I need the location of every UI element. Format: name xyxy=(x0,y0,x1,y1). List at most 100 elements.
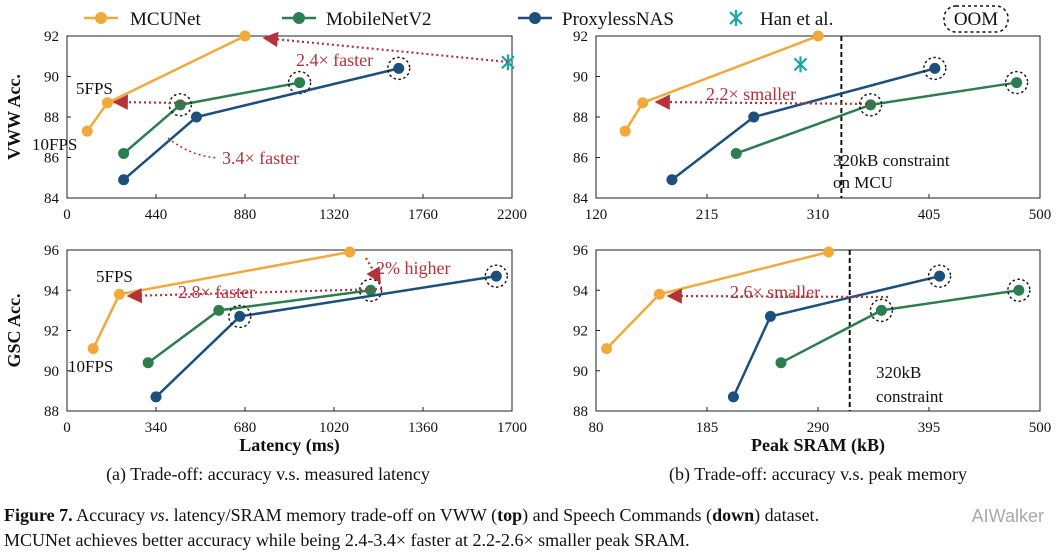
oom-marker xyxy=(923,56,947,81)
x-tick-label: 440 xyxy=(145,207,168,223)
x-tick-label: 1320 xyxy=(319,207,349,223)
mcunet-point xyxy=(812,30,824,42)
mobilenetv2-point xyxy=(213,304,225,316)
han-point xyxy=(793,56,808,73)
plot-frame xyxy=(66,35,513,199)
y-tick-label: 92 xyxy=(573,29,588,45)
y-tick-label: 88 xyxy=(44,110,59,126)
annotation-constraint-1: 320kB constraint xyxy=(833,151,950,170)
plot-frame xyxy=(595,35,1041,199)
watermark-text: AIWalker xyxy=(971,506,1044,526)
chart-vww-sram: 120 215 310 405 500 84 86 88 90 92 2.2× smaller 320… xyxy=(573,29,1051,223)
subcaption-b: (b) Trade-off: accuracy v.s. peak memory xyxy=(669,464,967,485)
x-tick-label: 1020 xyxy=(319,420,349,436)
y-tick-label: 96 xyxy=(573,243,589,259)
oom-marker xyxy=(1004,70,1029,95)
x-tick-label: 0 xyxy=(63,207,71,223)
annotation-2pct-higher: 2% higher xyxy=(376,258,450,278)
caption-line-2: MCUNet achieves better accuracy while be… xyxy=(4,530,690,550)
y-axis-label: VWW Acc. xyxy=(4,74,24,160)
x-axis-label: Latency (ms) xyxy=(239,435,339,456)
oom-marker xyxy=(1007,278,1031,302)
proxylessnas-point xyxy=(150,391,162,403)
caption-text-3: ) and Speech Commands ( xyxy=(522,505,713,525)
proxylessnas-point xyxy=(764,310,776,322)
caption-line-1: Figure 7. Accuracy vs. latency/SRAM memo… xyxy=(4,503,1060,528)
annotation-5fps: 5FPS xyxy=(76,79,113,98)
y-tick-label: 86 xyxy=(44,151,60,167)
legend-proxylessnas: ProxylessNAS xyxy=(518,9,674,30)
x-tick-label: 500 xyxy=(1029,420,1052,436)
proxylessnas-point xyxy=(929,62,941,74)
x-tick-label: 1760 xyxy=(408,207,438,223)
x-tick-label: 120 xyxy=(585,207,608,223)
annotation-constraint-2: constraint xyxy=(876,387,943,406)
proxylessnas-point xyxy=(666,174,678,186)
leader-3-4x-faster xyxy=(167,137,219,159)
caption-top: top xyxy=(497,505,523,525)
annotation-2-4x-faster: 2.4× faster xyxy=(296,50,373,70)
y-tick-label: 90 xyxy=(44,364,59,380)
mobilenetv2-point xyxy=(174,99,186,111)
x-tick-label: 185 xyxy=(696,420,719,436)
figure-caption: Figure 7. Accuracy vs. latency/SRAM memo… xyxy=(4,503,1060,553)
caption-text-1: Accuracy xyxy=(72,505,150,525)
oom-marker xyxy=(869,298,894,323)
legend-han-label: Han et al. xyxy=(760,9,833,30)
mobilenetv2-point xyxy=(142,357,154,369)
mobilenetv2-point xyxy=(875,304,887,316)
caption-down: down xyxy=(712,505,755,525)
proxylessnas-point xyxy=(934,270,946,282)
proxylessnas-point xyxy=(490,270,502,282)
y-tick-label: 86 xyxy=(573,151,589,167)
plot-frame xyxy=(595,249,1041,412)
mcunet-point xyxy=(239,30,251,42)
y-tick-label: 90 xyxy=(44,70,59,86)
arrow-3-4x-faster xyxy=(112,94,187,110)
subcaption-a: (a) Trade-off: accuracy v.s. measured la… xyxy=(106,464,430,485)
x-tick-label: 405 xyxy=(918,207,941,223)
x-axis-label: Peak SRAM (kB) xyxy=(751,435,885,456)
x-tick-label: 80 xyxy=(589,420,604,436)
x-tick-label: 2200 xyxy=(497,207,527,223)
figure-7: MCUNet MobileNetV2 ProxylessNAS Han et a… xyxy=(4,5,1052,485)
caption-text-2: . latency/SRAM memory trade-off on VWW ( xyxy=(164,505,498,525)
legend-han-marker xyxy=(729,10,743,26)
mobilenetv2-line xyxy=(122,81,300,155)
proxylessnas-point xyxy=(234,310,246,322)
legend-oom-label: OOM xyxy=(954,9,998,30)
proxylessnas-point xyxy=(118,174,130,186)
caption-text-4: ) dataset. xyxy=(754,505,820,525)
mcunet-point xyxy=(637,97,649,109)
legend-proxylessnas-label: ProxylessNAS xyxy=(562,9,674,30)
y-tick-label: 88 xyxy=(573,404,588,420)
y-tick-label: 84 xyxy=(573,191,589,207)
legend-proxylessnas-marker xyxy=(529,12,541,24)
annotation-10fps: 10FPS xyxy=(32,135,77,154)
arrow-2-4x-faster xyxy=(262,31,509,64)
x-tick-label: 1360 xyxy=(408,420,438,436)
x-tick-label: 395 xyxy=(918,420,941,436)
y-tick-label: 84 xyxy=(44,191,60,207)
x-tick-label: 215 xyxy=(696,207,719,223)
mcunet-point xyxy=(823,246,835,258)
proxylessnas-point xyxy=(748,111,760,123)
legend-mcunet-label: MCUNet xyxy=(130,9,201,30)
y-tick-label: 92 xyxy=(44,29,59,45)
annotation-constraint-2: on MCU xyxy=(833,173,893,192)
annotation-2-2x-smaller: 2.2× smaller xyxy=(706,84,796,104)
annotation-5fps: 5FPS xyxy=(96,267,133,286)
mobilenetv2-point xyxy=(775,357,787,369)
proxylessnas-point xyxy=(393,62,405,74)
arrow-2-2x-smaller xyxy=(654,94,873,110)
y-tick-label: 88 xyxy=(44,404,59,420)
y-tick-label: 96 xyxy=(44,243,60,259)
mcunet-point xyxy=(81,125,93,137)
mcunet-point xyxy=(87,343,99,355)
legend-mobilenetv2-marker xyxy=(293,12,305,24)
caption-label: Figure 7. xyxy=(4,505,73,525)
mcunet-point xyxy=(344,246,356,258)
mobilenetv2-point xyxy=(1011,77,1023,89)
y-tick-label: 92 xyxy=(573,324,588,340)
oom-marker xyxy=(927,264,952,288)
